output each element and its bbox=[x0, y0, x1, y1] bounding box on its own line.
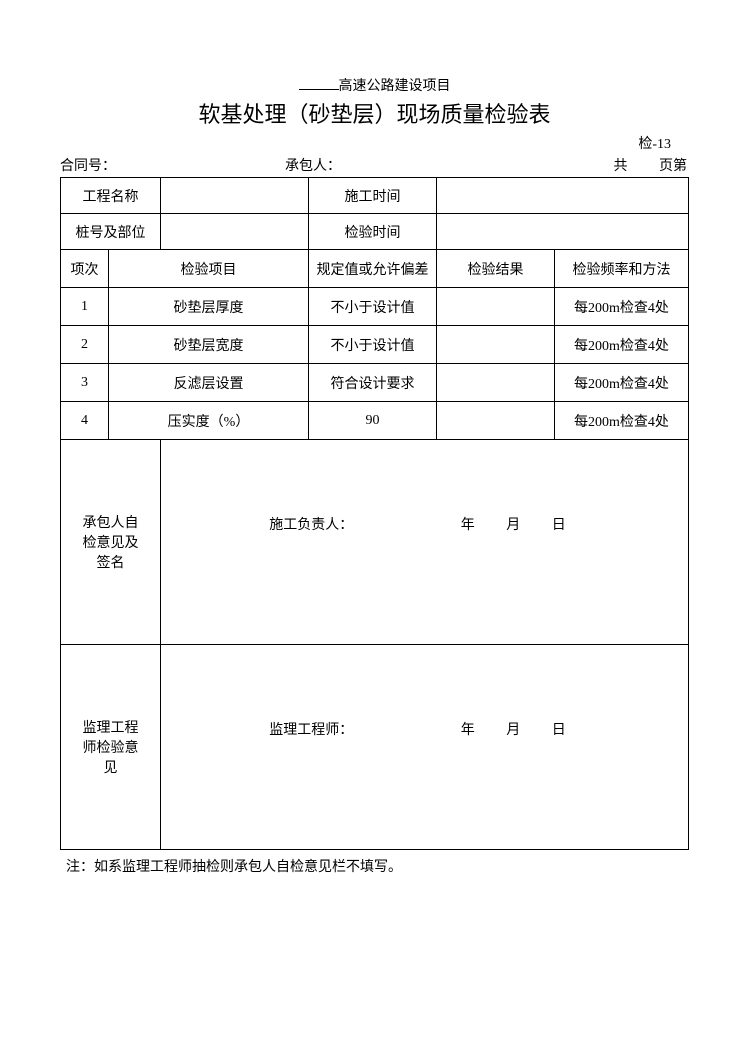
inspection-time-value bbox=[437, 214, 689, 250]
item-freq: 每200m检查4处 bbox=[555, 364, 689, 402]
table-row: 4 压实度（%） 90 每200m检查4处 bbox=[61, 402, 689, 440]
page-left: 共 bbox=[614, 159, 628, 174]
col-header-result: 检验结果 bbox=[437, 250, 555, 288]
item-result bbox=[437, 326, 555, 364]
item-result bbox=[437, 288, 555, 326]
contractor-signature-line: 施工负责人： 年 月 日 bbox=[161, 514, 688, 534]
month-label: 月 bbox=[506, 514, 520, 534]
contractor-opinion-label: 承包人自检意见及签名 bbox=[61, 440, 161, 645]
month-label: 月 bbox=[506, 719, 520, 739]
item-freq: 每200m检查4处 bbox=[555, 288, 689, 326]
item-result bbox=[437, 364, 555, 402]
col-header-freq: 检验频率和方法 bbox=[555, 250, 689, 288]
form-code: 检-13 bbox=[60, 133, 689, 153]
station-label: 桩号及部位 bbox=[61, 214, 161, 250]
item-spec: 符合设计要求 bbox=[309, 364, 437, 402]
inspection-table: 工程名称 施工时间 桩号及部位 检验时间 项次 检验项目 规定值或允许偏差 检验… bbox=[60, 177, 689, 850]
item-freq: 每200m检查4处 bbox=[555, 402, 689, 440]
item-no: 3 bbox=[61, 364, 109, 402]
table-row: 1 砂垫层厚度 不小于设计值 每200m检查4处 bbox=[61, 288, 689, 326]
item-spec: 90 bbox=[309, 402, 437, 440]
item-no: 2 bbox=[61, 326, 109, 364]
pretitle: 高速公路建设项目 bbox=[60, 75, 689, 95]
table-row: 2 砂垫层宽度 不小于设计值 每200m检查4处 bbox=[61, 326, 689, 364]
year-label: 年 bbox=[461, 719, 475, 739]
item-spec: 不小于设计值 bbox=[309, 288, 437, 326]
construction-time-label: 施工时间 bbox=[309, 178, 437, 214]
item-no: 4 bbox=[61, 402, 109, 440]
supervisor-opinion-label: 监理工程师检验意见 bbox=[61, 645, 161, 850]
construction-time-value bbox=[437, 178, 689, 214]
pretitle-suffix: 高速公路建设项目 bbox=[339, 79, 451, 94]
header-line: 合同号： 承包人： 共 页第 bbox=[60, 155, 689, 175]
contractor-opinion-area: 施工负责人： 年 月 日 bbox=[161, 440, 689, 645]
col-header-item: 检验项目 bbox=[109, 250, 309, 288]
item-name: 砂垫层宽度 bbox=[109, 326, 309, 364]
item-spec: 不小于设计值 bbox=[309, 326, 437, 364]
day-label: 日 bbox=[552, 514, 566, 534]
contractor-signer-label: 施工负责人： bbox=[269, 514, 353, 534]
day-label: 日 bbox=[552, 719, 566, 739]
item-name: 砂垫层厚度 bbox=[109, 288, 309, 326]
project-name-label: 工程名称 bbox=[61, 178, 161, 214]
contractor-label: 承包人： bbox=[285, 155, 540, 175]
supervisor-signature-line: 监理工程师： 年 月 日 bbox=[161, 719, 688, 739]
item-result bbox=[437, 402, 555, 440]
station-value bbox=[161, 214, 309, 250]
page-title: 软基处理（砂垫层）现场质量检验表 bbox=[60, 97, 689, 129]
page-right: 页第 bbox=[659, 159, 687, 174]
supervisor-opinion-area: 监理工程师： 年 月 日 bbox=[161, 645, 689, 850]
inspection-time-label: 检验时间 bbox=[309, 214, 437, 250]
item-freq: 每200m检查4处 bbox=[555, 326, 689, 364]
project-name-value bbox=[161, 178, 309, 214]
col-header-no: 项次 bbox=[61, 250, 109, 288]
col-header-spec: 规定值或允许偏差 bbox=[309, 250, 437, 288]
footnote: 注：如系监理工程师抽检则承包人自检意见栏不填写。 bbox=[60, 856, 689, 876]
year-label: 年 bbox=[461, 514, 475, 534]
item-name: 反滤层设置 bbox=[109, 364, 309, 402]
contract-label: 合同号： bbox=[60, 155, 285, 175]
item-no: 1 bbox=[61, 288, 109, 326]
page-info: 共 页第 bbox=[540, 155, 689, 175]
item-name: 压实度（%） bbox=[109, 402, 309, 440]
table-row: 3 反滤层设置 符合设计要求 每200m检查4处 bbox=[61, 364, 689, 402]
supervisor-signer-label: 监理工程师： bbox=[269, 719, 353, 739]
